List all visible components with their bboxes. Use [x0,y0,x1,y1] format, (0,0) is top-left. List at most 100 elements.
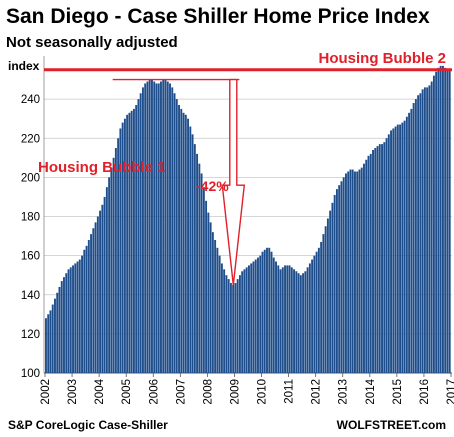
bar [441,65,444,374]
bar [428,85,431,374]
bar [146,81,149,374]
bar [169,83,171,373]
bar [354,171,356,373]
bar [414,99,417,374]
y-tick-label: 140 [21,290,40,302]
bar [148,79,151,373]
bar [191,134,194,373]
bar [392,128,395,373]
x-tick-label: 2004 [94,378,106,404]
bar [347,171,350,373]
brand-label: WOLFSTREET.com [337,418,446,432]
chart-subtitle: Not seasonally adjusted [6,34,178,51]
bar [326,218,329,373]
bar [243,269,246,373]
housing-bubble-1-label: Housing Bubble 1 [38,159,166,176]
bar [184,114,187,373]
bar [223,269,226,373]
bar [329,210,332,373]
bar [306,267,309,373]
bar [180,108,183,373]
bar [423,87,426,373]
bar [432,75,435,374]
x-tick-labels: 2002 2003 2004 2005 2006 2007 2008 2009 2010 2011… [40,373,454,405]
bar [234,283,237,373]
bar [293,269,296,373]
bar [383,142,386,373]
chart-title: San Diego - Case Shiller Home Price Inde… [6,5,430,28]
bar [214,239,217,373]
bar [394,126,397,373]
x-tick-label: 2014 [365,378,377,404]
x-tick-label: 2013 [338,379,350,405]
bar [403,120,406,373]
bar [315,251,318,373]
bar [317,247,320,373]
bar [157,83,160,373]
bar [275,261,277,373]
bar [45,318,47,373]
bar [270,251,273,373]
bar [374,148,377,373]
y-tick-label: 220 [21,133,40,145]
bar [144,83,147,373]
bar [58,286,61,373]
x-tick-label: 2009 [229,379,241,405]
bar [119,128,122,373]
bar [151,79,153,373]
bar [166,81,169,374]
bar [114,148,117,373]
bar [302,273,305,373]
bar [198,163,201,373]
bar [410,108,413,373]
bar [281,267,284,373]
x-tick-label: 2011 [284,379,296,404]
bar [349,169,352,373]
bar [69,267,72,373]
bar [196,153,199,373]
bar [401,122,404,373]
bar [342,177,345,374]
bar [261,251,264,373]
bar [290,267,293,373]
bar [211,232,214,373]
housing-bubble-2-label: Housing Bubble 2 [319,50,447,67]
bar [444,67,447,373]
bar [254,259,257,373]
x-tick-label: 2008 [202,379,214,405]
bar [408,112,411,373]
bar [164,79,167,373]
x-tick-label: 2006 [148,379,160,405]
bar [65,273,68,373]
bar [351,169,354,373]
bar [130,110,133,374]
drop-percent-label: -42% [196,178,229,194]
bar [54,298,56,373]
bar [90,234,93,373]
bar [123,118,126,373]
bar [60,281,63,373]
bar [279,269,282,373]
bar [331,202,334,373]
bar [187,118,190,373]
bar [99,210,102,373]
bar [430,81,433,374]
bar [139,93,142,373]
bar [81,255,83,374]
bar [358,169,361,373]
bar [238,275,241,373]
bar [299,275,302,373]
bar [78,259,81,373]
bar [175,99,178,374]
bar [63,277,65,373]
bar [399,124,402,373]
bar [252,261,255,373]
bar [363,163,365,373]
bar [288,265,291,373]
bar [426,87,429,373]
bar [241,271,244,373]
bar [162,79,165,373]
bar [155,83,158,373]
bar [385,138,388,373]
bar [94,222,97,373]
